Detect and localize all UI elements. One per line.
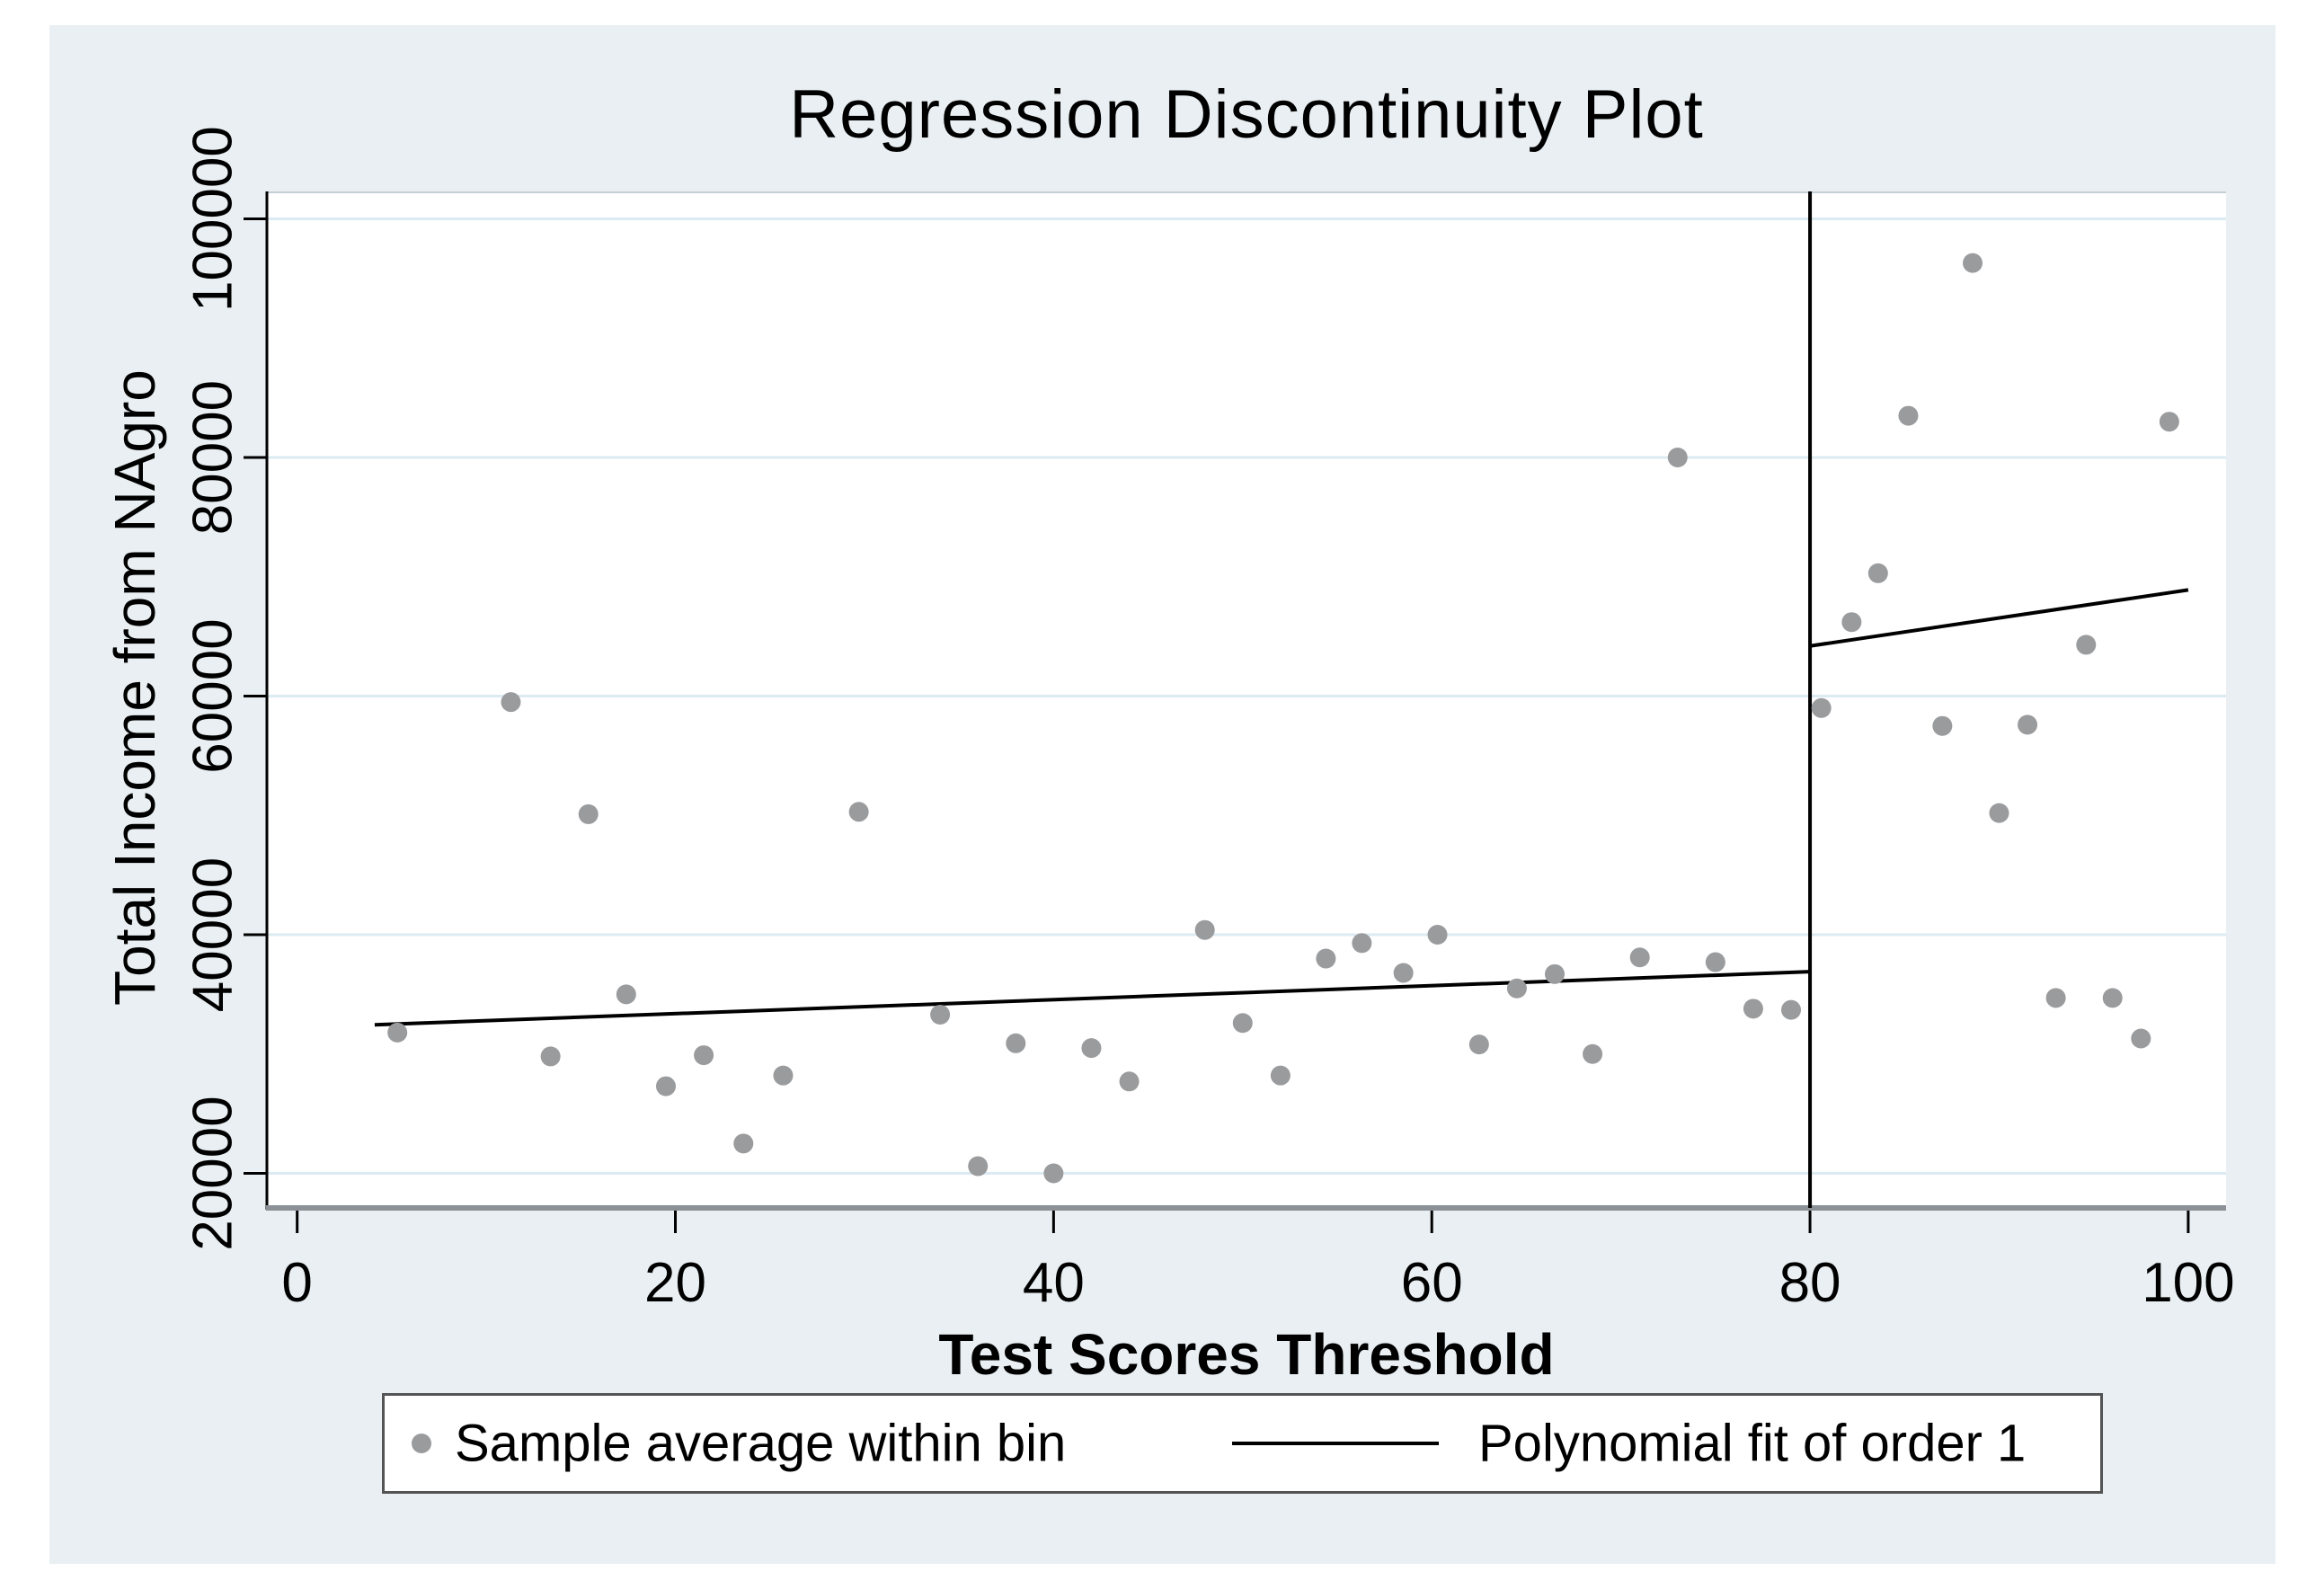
scatter-point [1811, 697, 1832, 718]
y-tick-label: 60000 [182, 618, 244, 773]
scatter-point [1427, 925, 1448, 945]
scatter-point [1316, 948, 1336, 969]
scatter-point [1629, 947, 1650, 968]
scatter-point [1081, 1038, 1102, 1059]
scatter-point [501, 692, 521, 713]
scatter-point [1194, 919, 1215, 940]
x-tick-label: 100 [2142, 1252, 2234, 1314]
scatter-point [773, 1065, 794, 1086]
scatter-point [694, 1045, 714, 1066]
scatter-point [2018, 715, 2038, 735]
scatter-point [2102, 988, 2123, 1008]
scatter-point [930, 1004, 951, 1025]
x-axis-title: Test Scores Threshold [938, 1322, 1555, 1387]
fit-line-segment [374, 970, 1811, 1027]
scatter-point [655, 1076, 676, 1096]
legend-dot-marker [412, 1434, 431, 1453]
scatter-point [1006, 1033, 1026, 1053]
scatter-point [540, 1046, 561, 1067]
scatter-point [1743, 999, 1763, 1019]
scatter-point [616, 984, 636, 1005]
scatter-point [578, 803, 599, 824]
scatter-point [2076, 635, 2097, 655]
scatter-point [1963, 253, 1983, 273]
x-tick-label: 20 [644, 1252, 706, 1314]
scatter-point [1393, 963, 1414, 983]
legend: Sample average within bin Polynomial fit… [382, 1393, 2103, 1494]
plot-area [267, 191, 2226, 1210]
fit-line-segment [1809, 588, 2189, 648]
scatter-point [1232, 1013, 1253, 1034]
scatter-point [1270, 1065, 1291, 1086]
chart-title: Regression Discontinuity Plot [789, 76, 1704, 153]
legend-label-polynomial-fit: Polynomial fit of order 1 [1478, 1414, 2027, 1473]
scatter-point [1583, 1043, 1603, 1064]
scatter-point [1544, 963, 1565, 984]
y-tick-label: 40000 [182, 857, 244, 1012]
scatter-point [1781, 999, 1802, 1020]
y-axis-title: Total Income from NAgro [102, 369, 167, 1006]
scatter-point [2131, 1028, 2151, 1049]
x-tick-label: 80 [1779, 1252, 1841, 1314]
y-tick-label: 100000 [182, 126, 244, 312]
scatter-point [2045, 988, 2066, 1008]
scatter-point [1705, 952, 1725, 972]
scatter-point [968, 1156, 989, 1176]
scatter-point [2159, 412, 2179, 432]
scatter-point [1898, 405, 1919, 426]
scatter-point [1841, 612, 1862, 633]
scatter-point [1989, 803, 2009, 823]
scatter-point [1352, 933, 1372, 954]
scatter-point [848, 802, 869, 822]
scatter-point [1506, 978, 1527, 999]
legend-label-sample-average: Sample average within bin [455, 1414, 1067, 1473]
scatter-point [1867, 563, 1888, 583]
scatter-point [387, 1022, 408, 1043]
x-tick-label: 60 [1401, 1252, 1463, 1314]
scatter-point [1667, 448, 1688, 468]
x-tick-label: 40 [1023, 1252, 1085, 1314]
legend-line-marker [1232, 1442, 1439, 1445]
y-tick-label: 20000 [182, 1096, 244, 1250]
scatter-point [1932, 715, 1953, 736]
x-tick-label: 0 [281, 1252, 312, 1314]
scatter-point [1468, 1034, 1489, 1055]
scatter-point [1119, 1071, 1140, 1092]
scatter-point [1043, 1163, 1064, 1184]
scatter-point [733, 1133, 754, 1154]
y-tick-label: 80000 [182, 380, 244, 535]
